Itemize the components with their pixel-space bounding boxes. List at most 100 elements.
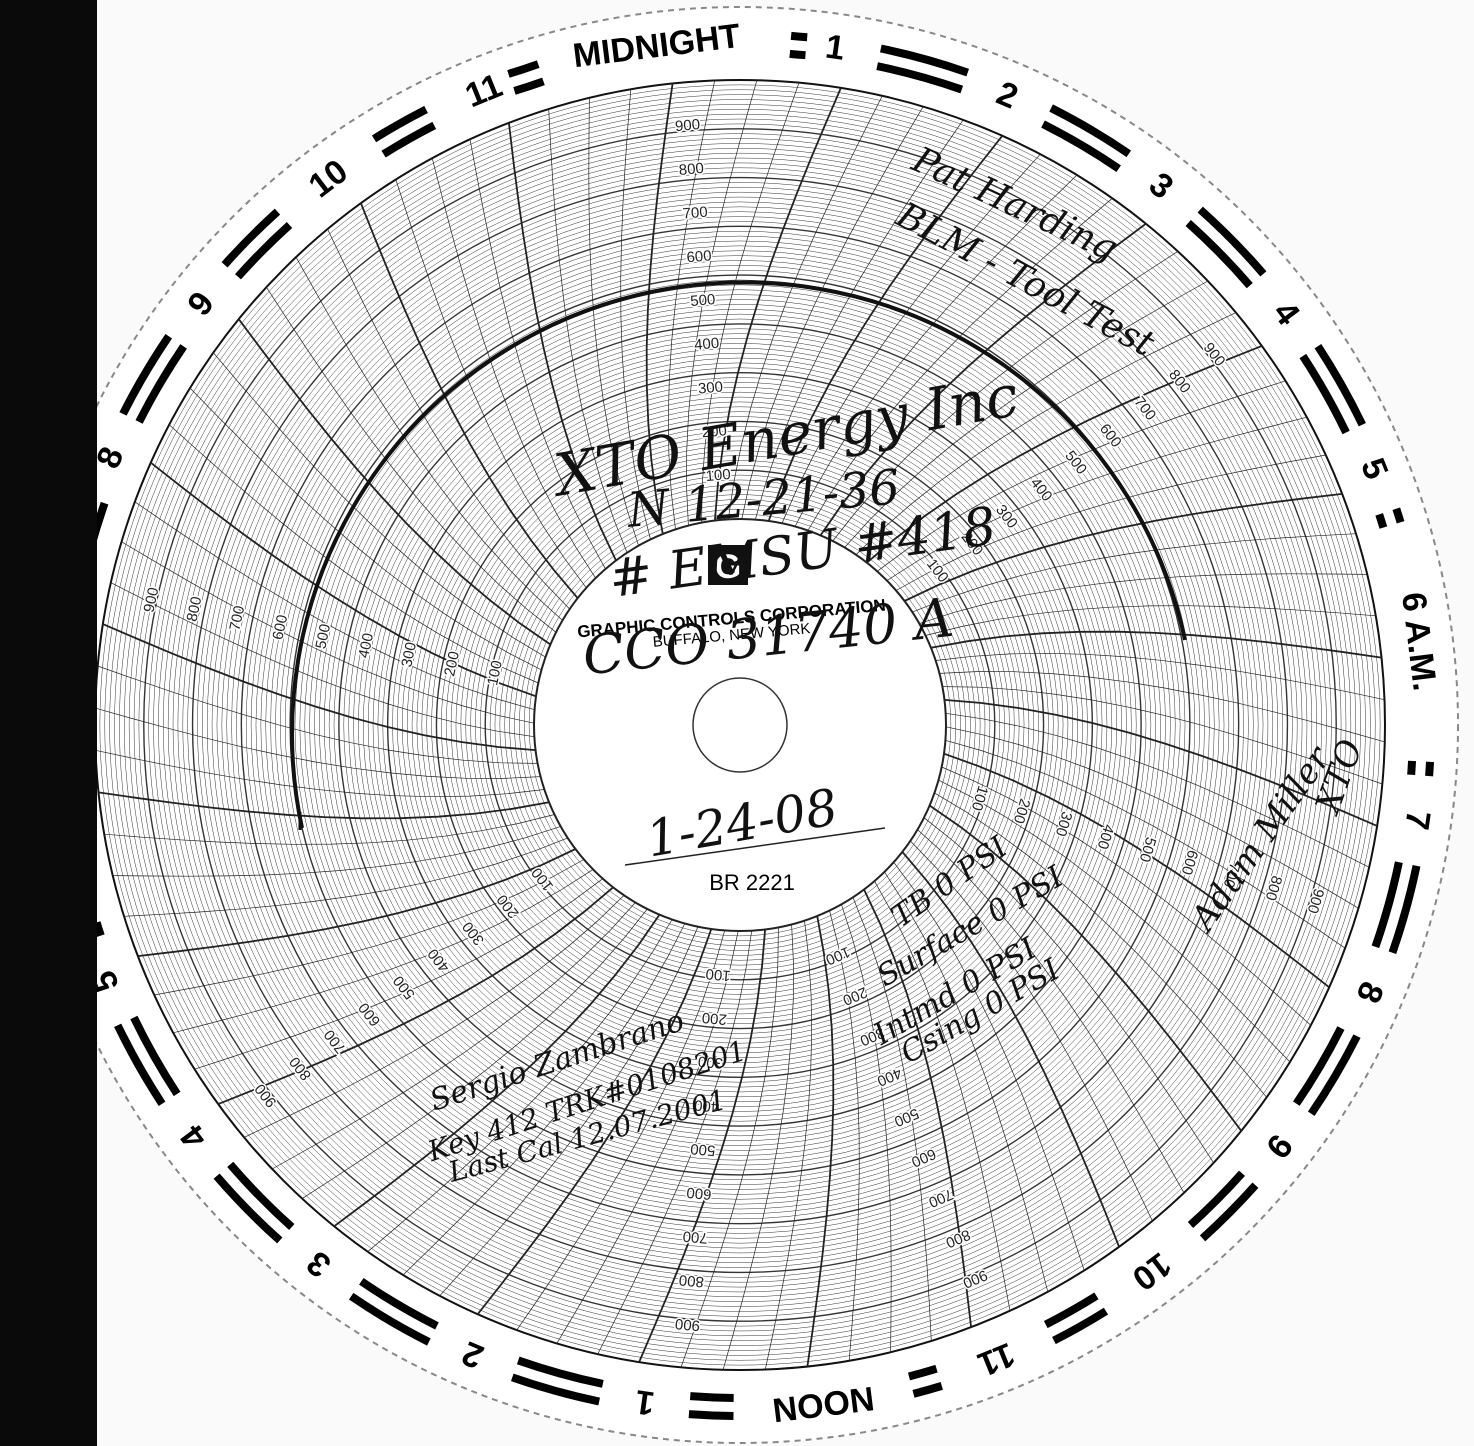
time-line — [620, 89, 651, 540]
scale-label: 600 — [686, 1184, 712, 1203]
time-line — [945, 712, 1370, 868]
scale-label: 400 — [693, 1096, 719, 1115]
grid-ring — [114, 99, 1366, 1351]
grid-ring — [309, 294, 1171, 1156]
grid-ring — [191, 176, 1289, 1274]
time-line — [686, 80, 758, 526]
time-line — [645, 83, 674, 535]
grid-ring — [455, 440, 1025, 1010]
time-line — [910, 840, 1153, 1222]
grid-ring — [299, 284, 1181, 1166]
time-line — [217, 886, 614, 1105]
hour-bar — [688, 1410, 734, 1420]
grid-ring — [372, 357, 1108, 1093]
grid-ring — [138, 123, 1342, 1327]
grid-ring — [416, 401, 1064, 1049]
hour-bar — [1197, 206, 1267, 277]
hour-bar — [1293, 1026, 1345, 1106]
hour-bar — [1388, 865, 1421, 955]
grid-ring — [197, 182, 1283, 1268]
grid-ring — [153, 138, 1327, 1312]
grid-ring — [324, 309, 1156, 1141]
hour-bar — [907, 1364, 938, 1381]
time-line — [874, 880, 1011, 1311]
grid-ring — [163, 148, 1317, 1302]
time-line — [806, 915, 835, 1367]
time-line — [150, 461, 537, 698]
grid-ring — [148, 133, 1332, 1317]
grid-ring — [270, 255, 1210, 1195]
grid-ring — [128, 113, 1352, 1337]
grid-ring — [333, 318, 1147, 1132]
grid-ring — [172, 157, 1308, 1293]
hour-bar — [790, 31, 808, 42]
time-line — [137, 848, 576, 957]
time-line — [588, 97, 639, 546]
time-line — [741, 106, 924, 520]
hour-bar — [381, 121, 437, 158]
grid-ring — [519, 504, 961, 946]
scale-label: 600 — [686, 247, 712, 266]
grid-ring — [182, 167, 1298, 1283]
scale-label: 300 — [697, 1052, 723, 1071]
grid-ring — [431, 416, 1049, 1034]
time-line — [402, 923, 686, 1276]
time-line — [934, 792, 1267, 1098]
scale-label: 200 — [701, 1009, 727, 1028]
scale-label: 800 — [678, 1271, 704, 1290]
time-line — [243, 895, 625, 1138]
divider — [624, 827, 886, 866]
time-line — [935, 652, 1385, 701]
time-line — [895, 454, 1326, 591]
hour-bar — [912, 1382, 943, 1398]
scale-label: 900 — [674, 1315, 700, 1334]
time-line — [917, 829, 1185, 1194]
time-line — [938, 779, 1291, 1063]
scale-label: 400 — [1094, 822, 1118, 851]
pen-trace — [290, 280, 1187, 829]
scale-label: 500 — [690, 291, 716, 310]
grid-ring — [406, 391, 1074, 1059]
hour-bar — [510, 1373, 600, 1406]
hour-bar — [507, 60, 540, 78]
hour-bar — [114, 1023, 166, 1106]
hour-bar — [1185, 219, 1253, 289]
time-line — [886, 416, 1307, 581]
grid-ring — [523, 508, 957, 942]
time-line — [893, 861, 1085, 1271]
grid-ring — [475, 460, 1005, 990]
hour-bar — [1043, 1292, 1099, 1329]
time-line — [929, 804, 1243, 1132]
grid-ring — [353, 338, 1127, 1112]
time-line — [819, 222, 1147, 536]
time-line — [638, 929, 766, 1363]
time-line — [794, 174, 1078, 527]
time-line — [508, 122, 617, 561]
scale-label: 200 — [441, 650, 463, 678]
time-line — [680, 927, 779, 1368]
hour-bar — [221, 208, 281, 268]
time-line — [807, 198, 1113, 531]
time-line — [98, 791, 550, 820]
center-hole — [692, 677, 788, 773]
grid-ring — [470, 455, 1010, 995]
hour-bar — [1392, 507, 1405, 524]
grid-ring — [104, 89, 1376, 1361]
grid-ring — [158, 143, 1322, 1307]
grid-ring — [206, 191, 1274, 1259]
grid-ring — [216, 201, 1264, 1249]
grid-ring — [109, 94, 1371, 1356]
time-line — [597, 930, 753, 1355]
time-line — [367, 919, 673, 1252]
hour-bar — [119, 333, 173, 416]
hour-bar — [1375, 513, 1388, 529]
time-line — [154, 859, 585, 996]
time-line — [722, 924, 794, 1370]
time-line — [189, 387, 542, 671]
hour-bar — [876, 62, 964, 94]
hour-bar — [1052, 1307, 1109, 1345]
grid-ring — [202, 187, 1278, 1263]
grid-ring — [514, 499, 966, 951]
hour-bar — [92, 921, 105, 937]
grid-ring — [343, 328, 1137, 1122]
